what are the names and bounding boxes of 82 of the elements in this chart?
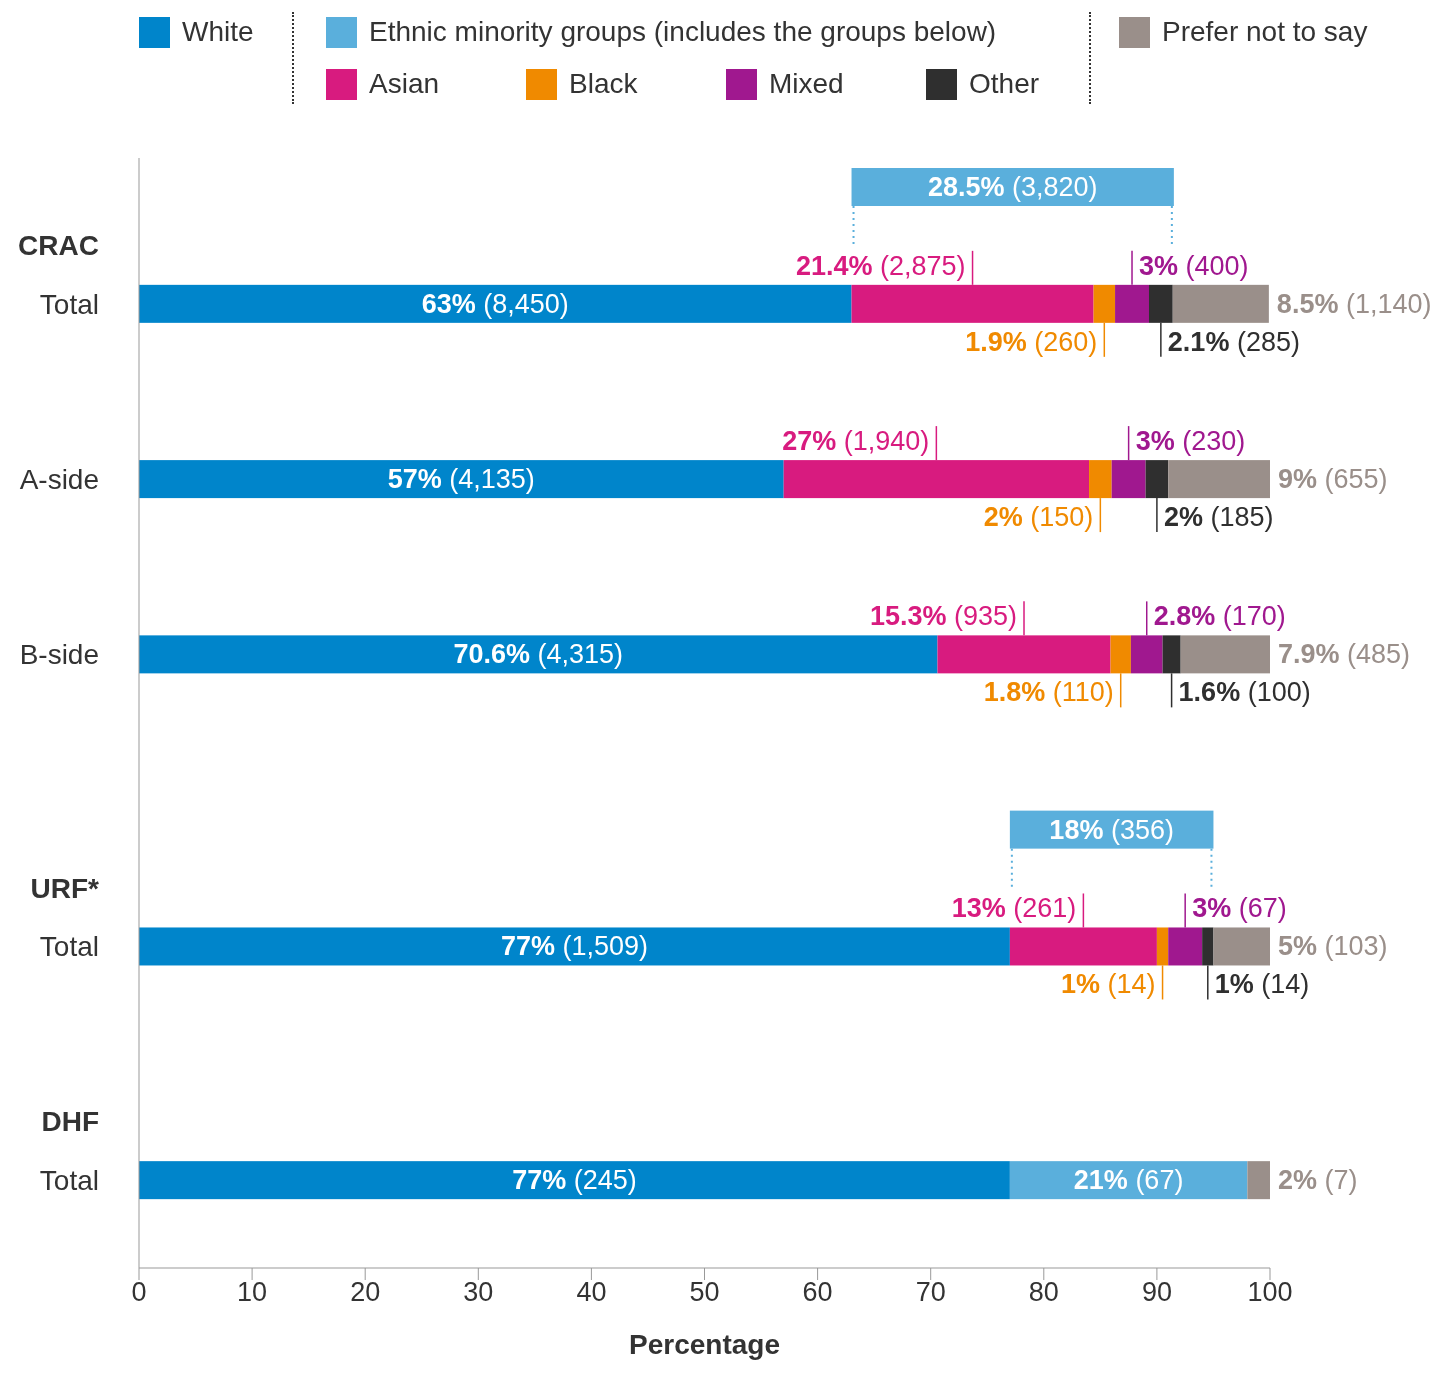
- bar: [1111, 460, 1146, 499]
- data-label: 63% (8,450): [421, 288, 569, 319]
- bar: [139, 1161, 1010, 1200]
- data-label: 5% (103): [1278, 931, 1388, 962]
- data-label: 2% (7): [1278, 1165, 1358, 1196]
- bar: [1168, 460, 1270, 499]
- x-tick-label: 70: [915, 1277, 946, 1308]
- data-label: 8.5% (1,140): [1276, 288, 1432, 319]
- data-label: 70.6% (4,315): [453, 639, 624, 670]
- y-tick-label: A-side: [19, 463, 99, 495]
- legend-label: White: [182, 16, 254, 48]
- data-label: 7.9% (485): [1278, 639, 1411, 670]
- y-tick-label: Total: [39, 931, 99, 963]
- legend-label: Prefer not to say: [1162, 16, 1368, 48]
- data-label: 9% (655): [1278, 464, 1388, 495]
- legend-label: Ethnic minority groups (includes the groups below): [369, 16, 997, 48]
- bar: [1110, 635, 1131, 674]
- bar: [1145, 460, 1169, 499]
- data-label: 3% (230): [1135, 426, 1246, 457]
- bar: [139, 284, 852, 323]
- y-tick-label: CRAC: [18, 230, 99, 262]
- x-tick-label: 50: [689, 1277, 720, 1308]
- data-label: 1.8% (110): [983, 677, 1114, 708]
- data-label: 1% (14): [1060, 969, 1156, 1000]
- bar: [1168, 927, 1203, 966]
- x-axis-title: Percentage: [629, 1329, 780, 1360]
- data-label: 15.3% (935): [869, 601, 1018, 632]
- data-label: 1% (14): [1214, 969, 1310, 1000]
- data-label: 27% (1,940): [782, 426, 930, 457]
- data-label: 2.8% (170): [1153, 601, 1286, 632]
- data-label: 2.1% (285): [1167, 326, 1300, 357]
- bar: [1115, 284, 1149, 323]
- bar: [139, 460, 784, 499]
- x-tick-label: 100: [1247, 1277, 1293, 1308]
- x-tick-label: 10: [237, 1277, 268, 1308]
- bar: [1180, 635, 1270, 674]
- y-tick-label: B-side: [19, 639, 99, 671]
- data-label: 3% (400): [1139, 250, 1249, 281]
- bar: [851, 284, 1094, 323]
- bar: [1130, 635, 1163, 674]
- bar: [937, 635, 1111, 674]
- x-tick-label: 30: [463, 1277, 494, 1308]
- y-tick-label: URF*: [30, 872, 100, 904]
- bar: [1213, 927, 1270, 966]
- data-label: 77% (1,509): [500, 931, 648, 962]
- bar: [1247, 1161, 1270, 1200]
- data-label: 13% (261): [951, 893, 1077, 924]
- x-tick-label: 80: [1028, 1277, 1059, 1308]
- y-tick-label: DHF: [41, 1106, 99, 1138]
- bar: [1172, 284, 1269, 323]
- bar: [1162, 635, 1181, 674]
- data-label: 3% (67): [1192, 893, 1287, 924]
- data-label: 1.9% (260): [965, 326, 1098, 357]
- data-label: 21% (67): [1073, 1165, 1184, 1196]
- legend-label: Asian: [369, 68, 440, 100]
- x-tick-label: 90: [1141, 1277, 1172, 1308]
- bar: [139, 635, 938, 674]
- bar: [1093, 284, 1116, 323]
- data-label: 18% (356): [1049, 814, 1174, 845]
- x-tick-label: 40: [576, 1277, 607, 1308]
- data-label: 1.6% (100): [1178, 677, 1311, 708]
- x-tick-label: 0: [131, 1277, 147, 1308]
- bar: [1156, 927, 1169, 966]
- bar: [1148, 284, 1173, 323]
- legend-label: Mixed: [769, 68, 844, 100]
- legend-label: Black: [569, 68, 638, 100]
- y-tick-label: Total: [39, 288, 99, 320]
- bar: [1009, 927, 1157, 966]
- data-label: 2% (150): [983, 502, 1094, 533]
- legend-label: Other: [969, 68, 1040, 100]
- data-label: 21.4% (2,875): [795, 250, 966, 281]
- bar: [1202, 927, 1214, 966]
- bar: [783, 460, 1090, 499]
- x-tick-label: 20: [350, 1277, 381, 1308]
- y-tick-label: Total: [39, 1164, 99, 1196]
- data-label: 77% (245): [512, 1165, 637, 1196]
- data-label: 28.5% (3,820): [927, 172, 1098, 202]
- bar: [139, 927, 1010, 966]
- data-label: 2% (185): [1163, 502, 1274, 533]
- x-tick-label: 60: [802, 1277, 833, 1308]
- bar: [1089, 460, 1112, 499]
- data-label: 57% (4,135): [387, 464, 535, 495]
